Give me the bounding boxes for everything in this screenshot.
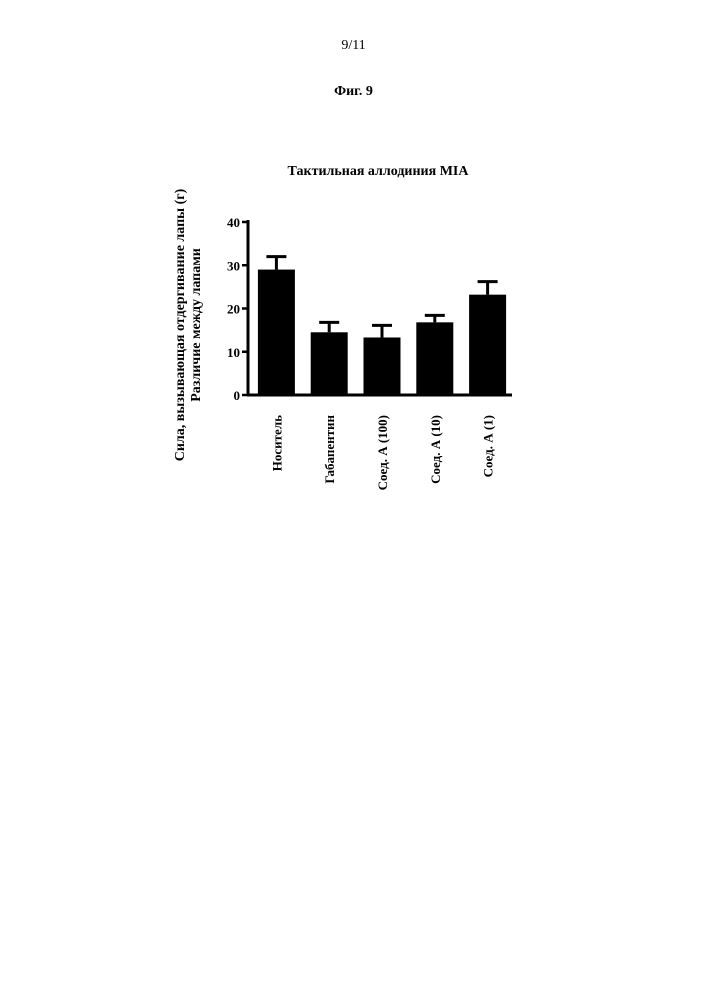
y-axis-label-line2: Различие между лапами <box>189 248 204 402</box>
bar-2 <box>364 337 401 395</box>
bar-1 <box>311 332 348 395</box>
category-label-3: Соед. А (10) <box>428 415 443 484</box>
y-tick-label-20: 20 <box>227 302 240 317</box>
category-label-4: Соед. А (1) <box>481 415 496 477</box>
plot-area: 0 10 20 30 40 Носитель Габапентин Соед. А (100)… <box>227 215 512 490</box>
category-label-1: Габапентин <box>322 414 337 483</box>
y-tick-label-0: 0 <box>234 388 241 403</box>
bar-3 <box>416 322 453 395</box>
y-tick-label-40: 40 <box>227 215 240 230</box>
y-tick-label-30: 30 <box>227 258 240 273</box>
chart-title: Тактильная аллодиния MIA <box>288 164 470 179</box>
category-label-0: Носитель <box>269 415 284 471</box>
bar-0 <box>258 270 295 395</box>
y-axis-label-line1: Сила, вызывающая отдергивание лапы (г) <box>173 188 188 461</box>
category-label-2: Соед. А (100) <box>375 415 390 490</box>
y-axis-title: Сила, вызывающая отдергивание лапы (г) Р… <box>173 188 204 461</box>
bar-4 <box>469 295 506 395</box>
y-tick-label-10: 10 <box>227 345 240 360</box>
